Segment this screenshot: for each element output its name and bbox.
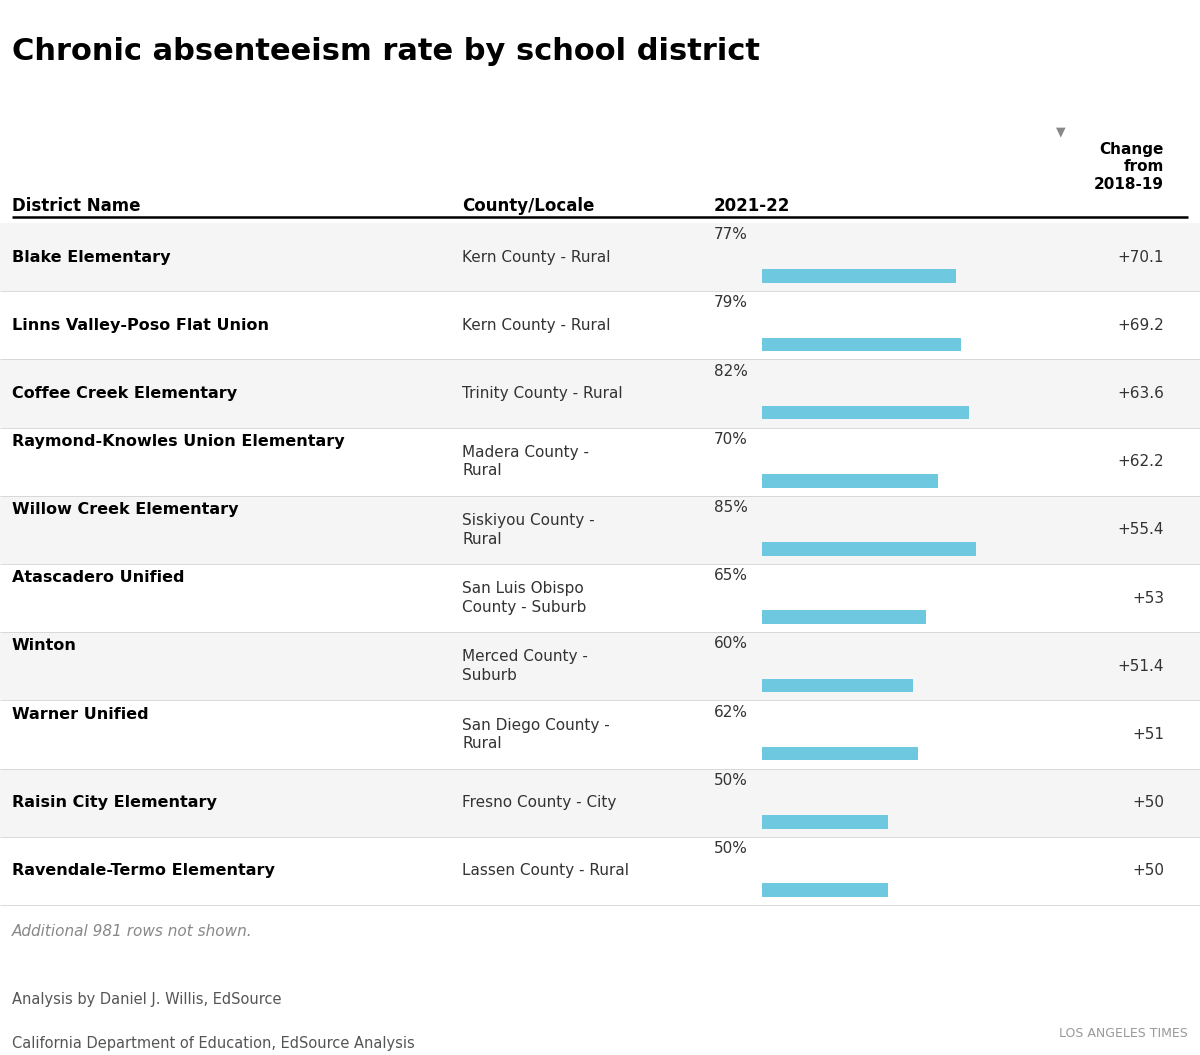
Text: 60%: 60% [714, 636, 748, 651]
Bar [0, 223, 1200, 291]
Bar [0, 360, 1200, 427]
Text: LOS ANGELES TIMES: LOS ANGELES TIMES [1060, 1027, 1188, 1039]
Text: +55.4: +55.4 [1117, 522, 1164, 537]
Text: +69.2: +69.2 [1117, 318, 1164, 332]
Text: Change
from
2018-19: Change from 2018-19 [1094, 142, 1164, 192]
Text: Blake Elementary: Blake Elementary [12, 250, 170, 265]
Text: 62%: 62% [714, 705, 748, 720]
Text: Madera County -
Rural: Madera County - Rural [462, 445, 589, 479]
Bar [762, 338, 961, 351]
Bar [762, 678, 913, 692]
Text: Siskiyou County -
Rural: Siskiyou County - Rural [462, 513, 595, 546]
Text: 50%: 50% [714, 772, 748, 788]
Text: +51.4: +51.4 [1117, 658, 1164, 674]
Bar [0, 701, 1200, 768]
Bar [762, 814, 888, 828]
Text: +50: +50 [1132, 863, 1164, 879]
Text: Willow Creek Elementary: Willow Creek Elementary [12, 502, 239, 517]
Text: ▼: ▼ [1056, 126, 1066, 139]
Bar [0, 496, 1200, 564]
Text: 2021-22: 2021-22 [714, 196, 791, 214]
Text: Trinity County - Rural: Trinity County - Rural [462, 386, 623, 401]
Bar [0, 837, 1200, 905]
Text: San Luis Obispo
County - Suburb: San Luis Obispo County - Suburb [462, 581, 587, 615]
Text: County/Locale: County/Locale [462, 196, 594, 214]
Text: Raymond-Knowles Union Elementary: Raymond-Knowles Union Elementary [12, 434, 344, 449]
Text: 50%: 50% [714, 841, 748, 856]
Text: Kern County - Rural: Kern County - Rural [462, 318, 611, 332]
Text: 77%: 77% [714, 227, 748, 243]
Text: +50: +50 [1132, 795, 1164, 810]
Text: +62.2: +62.2 [1117, 455, 1164, 469]
Text: Kern County - Rural: Kern County - Rural [462, 250, 611, 265]
Text: Warner Unified: Warner Unified [12, 707, 149, 722]
Text: Analysis by Daniel J. Willis, EdSource: Analysis by Daniel J. Willis, EdSource [12, 992, 282, 1008]
Text: 79%: 79% [714, 295, 748, 310]
Text: Additional 981 rows not shown.: Additional 981 rows not shown. [12, 924, 253, 939]
Text: +63.6: +63.6 [1117, 386, 1164, 401]
Text: Lassen County - Rural: Lassen County - Rural [462, 863, 629, 879]
Text: 65%: 65% [714, 569, 748, 583]
Text: +51: +51 [1132, 727, 1164, 742]
Text: Ravendale-Termo Elementary: Ravendale-Termo Elementary [12, 863, 275, 879]
Text: San Diego County -
Rural: San Diego County - Rural [462, 717, 610, 751]
Bar [762, 269, 956, 283]
Bar [0, 427, 1200, 496]
Text: Linns Valley-Poso Flat Union: Linns Valley-Poso Flat Union [12, 318, 269, 332]
Text: Coffee Creek Elementary: Coffee Creek Elementary [12, 386, 238, 401]
Bar [762, 474, 938, 487]
Text: Fresno County - City: Fresno County - City [462, 795, 617, 810]
Text: Merced County -
Suburb: Merced County - Suburb [462, 650, 588, 683]
Bar [0, 632, 1200, 701]
Bar [0, 564, 1200, 632]
Text: 82%: 82% [714, 364, 748, 379]
Bar [762, 883, 888, 897]
Bar [762, 406, 968, 420]
Text: District Name: District Name [12, 196, 140, 214]
Text: Raisin City Elementary: Raisin City Elementary [12, 795, 217, 810]
Bar [762, 747, 918, 761]
Bar [0, 768, 1200, 837]
Text: 70%: 70% [714, 431, 748, 447]
Text: 85%: 85% [714, 500, 748, 515]
Text: Winton: Winton [12, 638, 77, 653]
Text: Chronic absenteeism rate by school district: Chronic absenteeism rate by school distr… [12, 37, 760, 65]
Bar [762, 611, 926, 624]
Text: Atascadero Unified: Atascadero Unified [12, 571, 185, 586]
Text: +70.1: +70.1 [1117, 250, 1164, 265]
Text: +53: +53 [1132, 591, 1164, 606]
Text: California Department of Education, EdSource Analysis: California Department of Education, EdSo… [12, 1036, 415, 1052]
Bar [762, 542, 977, 556]
Bar [0, 291, 1200, 360]
